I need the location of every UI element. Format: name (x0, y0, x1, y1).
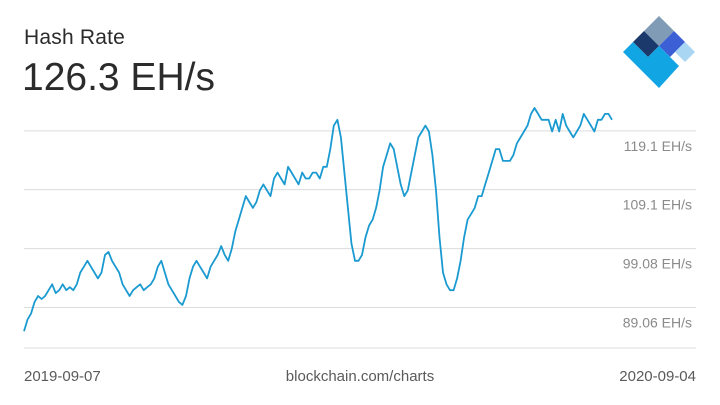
y-tick-label: 119.1 EH/s (624, 138, 692, 154)
logo-diamond-bottom (623, 42, 679, 88)
current-hash-rate: 126.3 EH/s (22, 56, 215, 99)
y-tick-label: 89.06 EH/s (623, 314, 692, 330)
y-tick-label: 99.08 EH/s (623, 256, 692, 272)
y-tick-label: 109.1 EH/s (623, 197, 692, 213)
start-date-label: 2019-09-07 (24, 368, 101, 385)
series-line-hash-rate (23, 107, 613, 332)
logo-diamond-right (659, 31, 685, 57)
chart-title: Hash Rate (24, 26, 126, 49)
blockchain-logo-icon (623, 16, 695, 88)
end-date-label: 2020-09-04 (619, 368, 696, 385)
source-link[interactable]: blockchain.com/charts (285, 368, 435, 385)
logo-diamond-left (633, 31, 659, 57)
logo-diamond-corner (675, 42, 695, 62)
